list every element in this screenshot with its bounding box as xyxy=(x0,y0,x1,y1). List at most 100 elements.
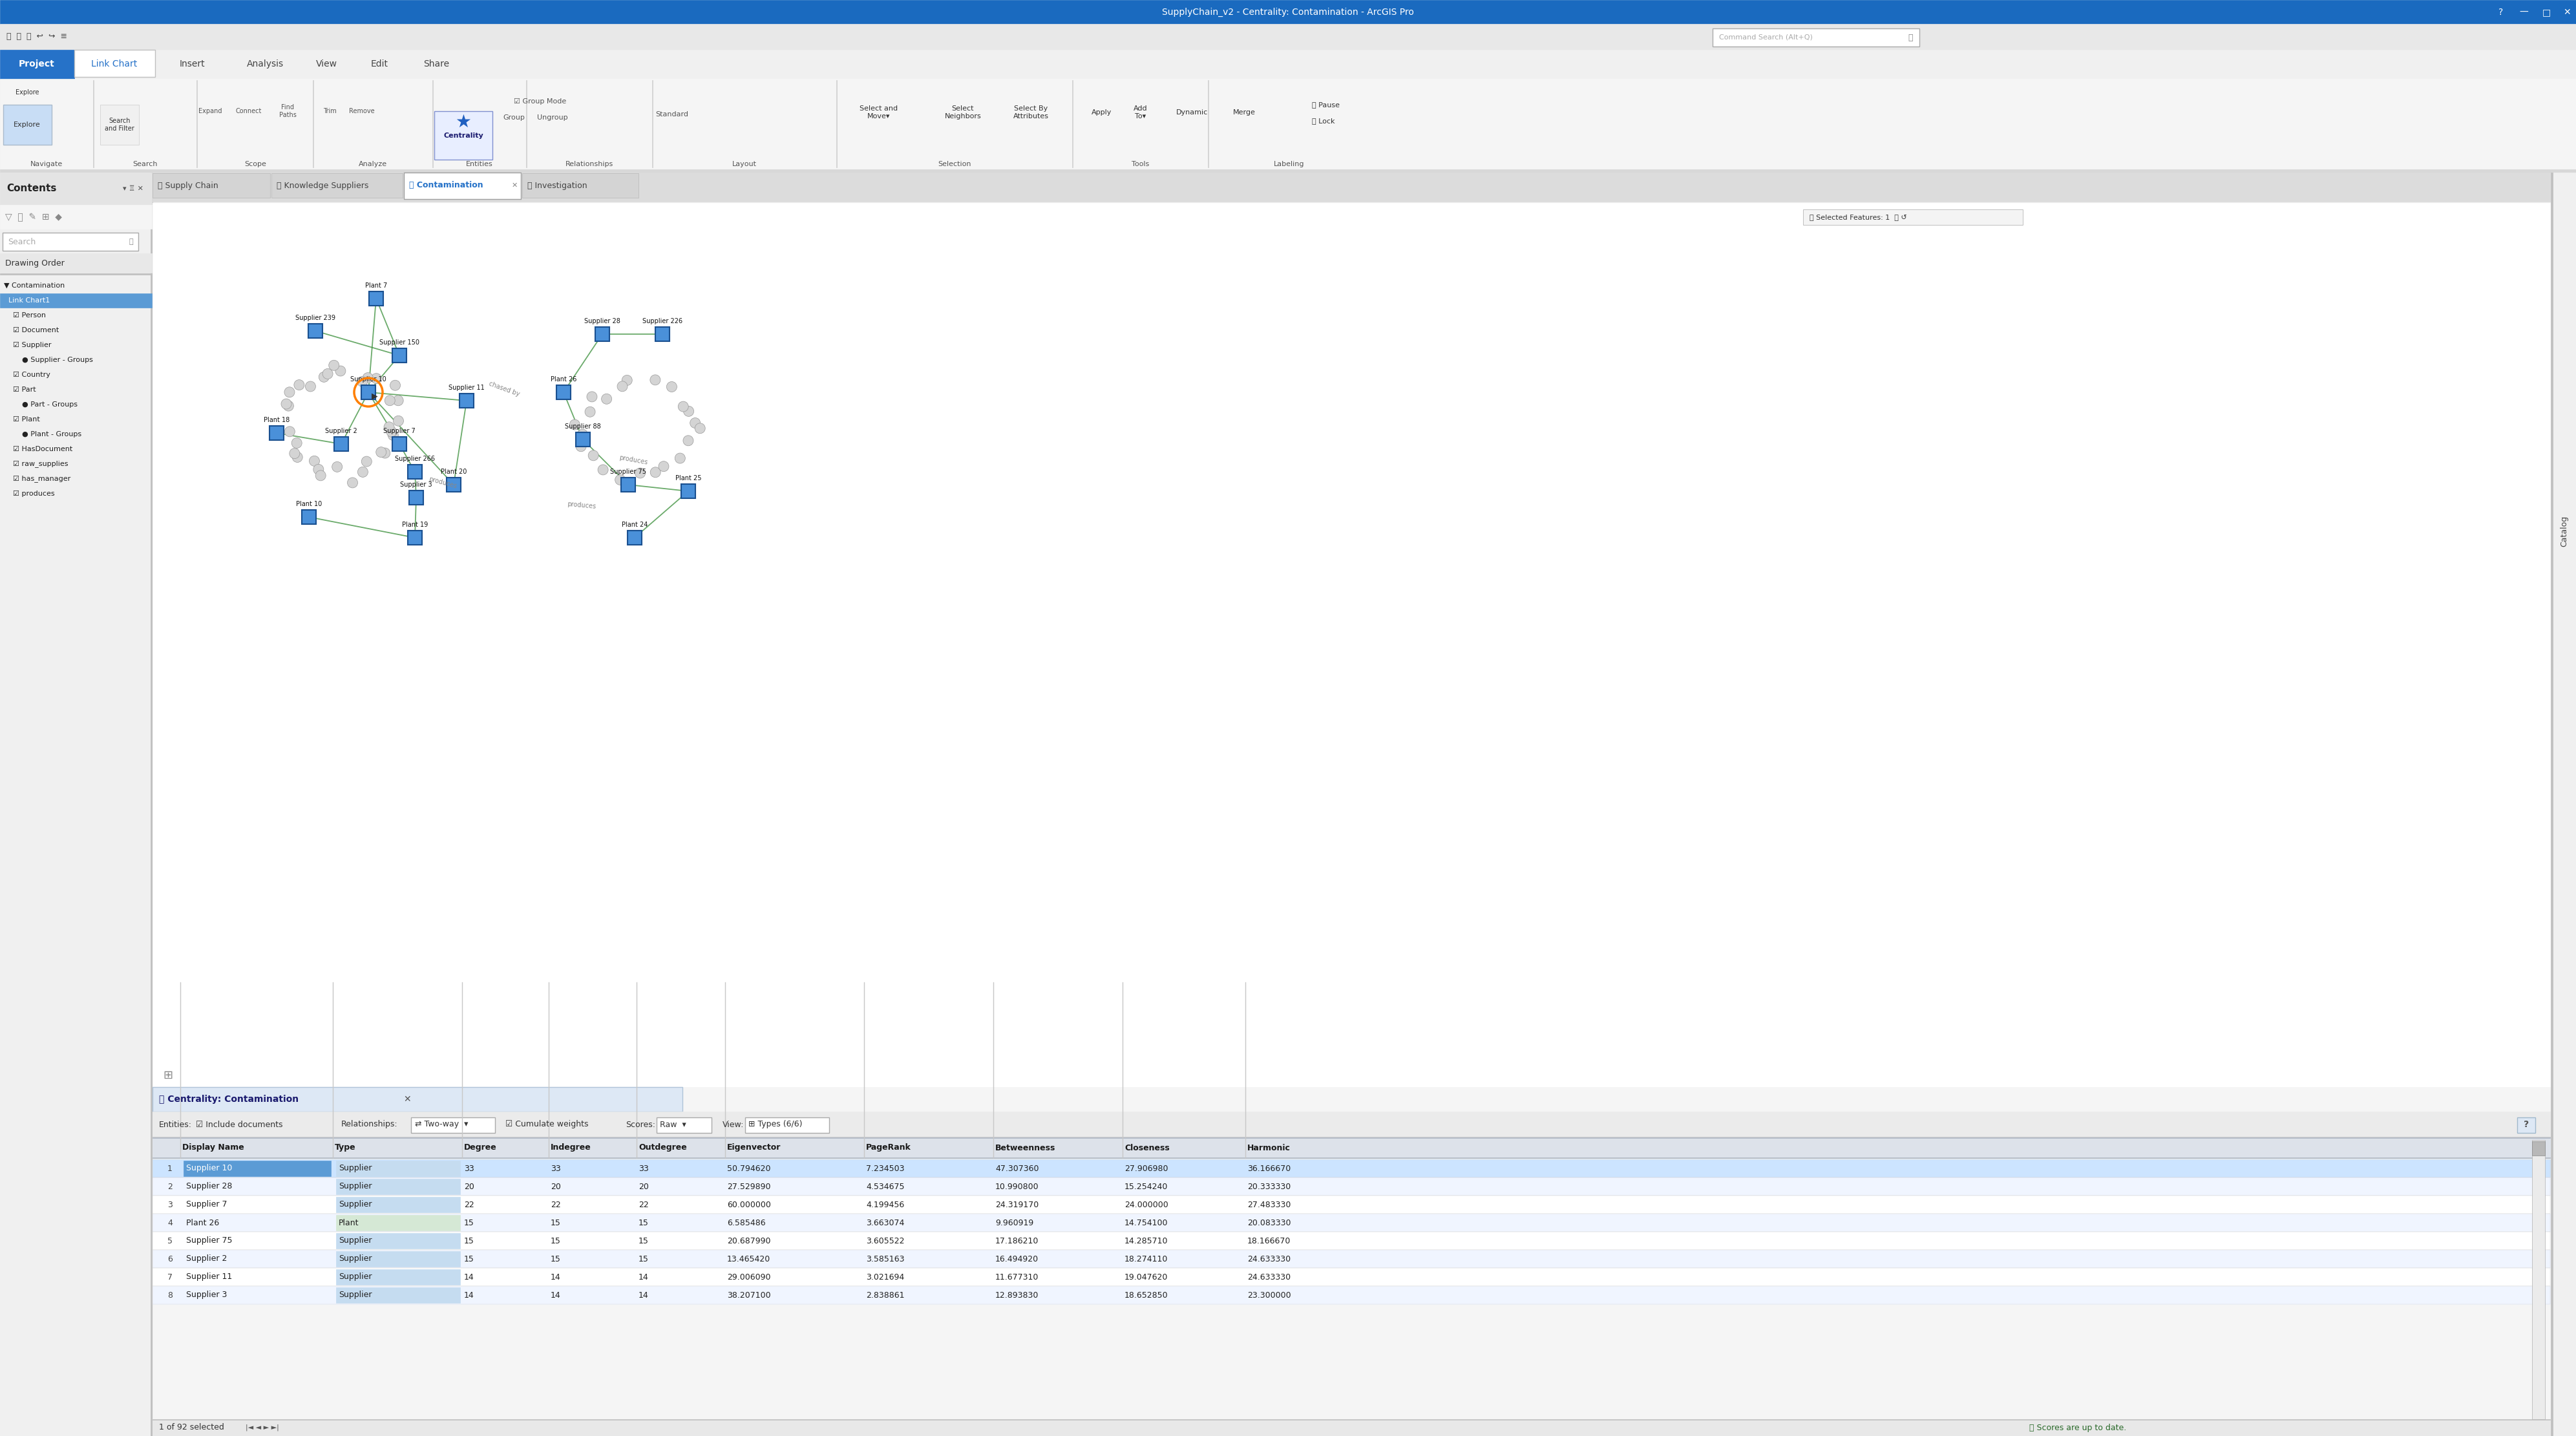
Text: 14: 14 xyxy=(639,1272,649,1281)
Text: Plant 26: Plant 26 xyxy=(551,376,577,382)
Bar xyxy=(152,1249,2550,1268)
Bar xyxy=(412,1117,495,1133)
Text: View:: View: xyxy=(721,1120,744,1129)
Text: ● Part - Groups: ● Part - Groups xyxy=(5,401,77,408)
Text: ?: ? xyxy=(2499,7,2504,17)
Text: ▼ Contamination: ▼ Contamination xyxy=(5,283,64,289)
Circle shape xyxy=(618,381,629,392)
Text: Supplier 10: Supplier 10 xyxy=(350,376,386,382)
Text: Relationships:: Relationships: xyxy=(340,1120,397,1129)
Circle shape xyxy=(309,455,319,467)
Text: Select
Neighbors: Select Neighbors xyxy=(945,105,981,119)
Circle shape xyxy=(283,401,294,411)
Bar xyxy=(152,1213,2550,1232)
Bar xyxy=(309,323,322,337)
Text: Command Search (Alt+Q): Command Search (Alt+Q) xyxy=(1718,34,1814,40)
Circle shape xyxy=(677,402,688,412)
Bar xyxy=(152,1419,2550,1436)
Text: Merge: Merge xyxy=(1231,109,1255,116)
Text: 18.652850: 18.652850 xyxy=(1123,1291,1167,1300)
Circle shape xyxy=(363,372,374,383)
Bar xyxy=(100,105,139,145)
Text: Supplier 226: Supplier 226 xyxy=(641,317,683,325)
Text: 🗺 Supply Chain: 🗺 Supply Chain xyxy=(157,181,219,190)
Text: 14: 14 xyxy=(464,1291,474,1300)
Circle shape xyxy=(332,462,343,472)
Text: Tools: Tools xyxy=(1131,161,1149,168)
Text: Select By
Attributes: Select By Attributes xyxy=(1012,105,1048,119)
Text: 🔍: 🔍 xyxy=(1909,33,1911,42)
Bar xyxy=(270,174,402,198)
Text: 15: 15 xyxy=(551,1219,562,1226)
Text: 22: 22 xyxy=(639,1200,649,1209)
Text: 27.529890: 27.529890 xyxy=(726,1182,770,1190)
Text: 4.534675: 4.534675 xyxy=(866,1182,904,1190)
Text: Degree: Degree xyxy=(464,1143,497,1152)
Bar xyxy=(152,1178,2550,1196)
Text: Supplier 28: Supplier 28 xyxy=(185,1182,232,1190)
Text: ☑ HasDocument: ☑ HasDocument xyxy=(5,447,72,452)
Bar xyxy=(2553,172,2576,1436)
Bar xyxy=(75,50,155,78)
Bar xyxy=(152,1087,683,1111)
Text: 20: 20 xyxy=(551,1182,562,1190)
Text: Supplier: Supplier xyxy=(337,1182,371,1190)
Text: Link Chart: Link Chart xyxy=(90,59,137,69)
Text: 🗺 Knowledge Suppliers: 🗺 Knowledge Suppliers xyxy=(276,181,368,190)
Text: 🗄  🗄  🗄  ↩  ↪  ≡: 🗄 🗄 🗄 ↩ ↪ ≡ xyxy=(8,33,67,42)
Circle shape xyxy=(376,447,386,457)
Bar xyxy=(3,233,139,251)
Text: 5: 5 xyxy=(167,1236,173,1245)
Bar xyxy=(152,1137,2550,1157)
Text: Supplier 75: Supplier 75 xyxy=(611,468,647,475)
Text: 20.083330: 20.083330 xyxy=(1247,1219,1291,1226)
Circle shape xyxy=(294,379,304,391)
Text: Catalog: Catalog xyxy=(2561,516,2568,547)
Text: 3.021694: 3.021694 xyxy=(866,1272,904,1281)
Bar xyxy=(392,349,407,362)
Circle shape xyxy=(389,431,399,441)
Text: Contents: Contents xyxy=(8,184,57,194)
Text: Search: Search xyxy=(134,161,157,168)
Text: ☑ raw_supplies: ☑ raw_supplies xyxy=(5,461,67,468)
Text: Supplier 28: Supplier 28 xyxy=(585,317,621,325)
Text: 15: 15 xyxy=(551,1255,562,1264)
Text: Supplier 10: Supplier 10 xyxy=(185,1165,232,1173)
Bar xyxy=(270,426,283,439)
Text: Search
and Filter: Search and Filter xyxy=(106,118,134,132)
Bar xyxy=(152,1268,2550,1287)
Circle shape xyxy=(394,395,404,406)
Circle shape xyxy=(574,441,585,451)
Text: 33: 33 xyxy=(464,1165,474,1173)
Text: Closeness: Closeness xyxy=(1123,1143,1170,1152)
Text: 18.274110: 18.274110 xyxy=(1123,1255,1167,1264)
Text: 11.677310: 11.677310 xyxy=(994,1272,1038,1281)
Text: chased by: chased by xyxy=(487,381,520,398)
Bar xyxy=(404,172,520,200)
Text: produces: produces xyxy=(618,454,649,465)
Text: ⛶ Selected Features: 1  ⏸ ↺: ⛶ Selected Features: 1 ⏸ ↺ xyxy=(1808,214,1906,220)
Text: |◄ ◄ ► ►|: |◄ ◄ ► ►| xyxy=(245,1425,278,1432)
Circle shape xyxy=(577,429,587,439)
Text: 15: 15 xyxy=(464,1255,474,1264)
Bar xyxy=(335,437,348,451)
Bar xyxy=(152,1196,2550,1213)
Text: Entities: Entities xyxy=(466,161,492,168)
Text: Scope: Scope xyxy=(245,161,265,168)
Bar xyxy=(1713,29,1919,46)
Text: 🗺 Investigation: 🗺 Investigation xyxy=(528,181,587,190)
Text: ☑ Country: ☑ Country xyxy=(5,372,52,378)
Circle shape xyxy=(659,461,670,471)
Text: 12.893830: 12.893830 xyxy=(994,1291,1038,1300)
Text: 18.166670: 18.166670 xyxy=(1247,1236,1291,1245)
Text: ● Supplier - Groups: ● Supplier - Groups xyxy=(5,356,93,363)
Text: 15.254240: 15.254240 xyxy=(1123,1182,1167,1190)
Bar xyxy=(335,1251,461,1267)
Circle shape xyxy=(335,366,345,376)
Bar xyxy=(335,1196,461,1212)
Text: 20: 20 xyxy=(464,1182,474,1190)
Text: Ungroup: Ungroup xyxy=(536,115,567,121)
Text: Supplier: Supplier xyxy=(337,1200,371,1209)
Text: PageRank: PageRank xyxy=(866,1143,912,1152)
Text: Plant 25: Plant 25 xyxy=(675,475,701,481)
